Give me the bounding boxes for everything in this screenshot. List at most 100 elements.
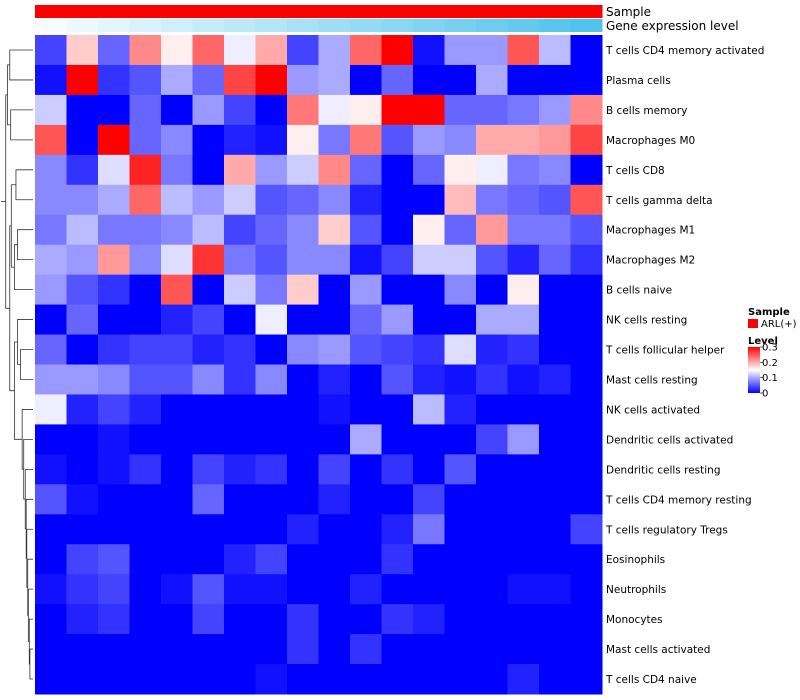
heatmap-cell [413,394,445,425]
annotation-cell [129,5,162,18]
heatmap-cell [350,364,382,395]
heatmap-cell [224,634,256,665]
heatmap-cell [476,514,508,545]
heatmap-cell [350,304,382,336]
heatmap-cell [287,634,319,665]
heatmap-cell [161,154,193,186]
heatmap-cell [224,544,256,575]
heatmap-cell [381,244,414,276]
heatmap-cell [224,394,256,425]
heatmap-cell [444,454,477,485]
heatmap-cell [413,124,445,156]
heatmap-cell [570,334,603,365]
heatmap-cell [192,664,225,695]
heatmap-cell [287,154,319,186]
annotation-label: Sample [606,5,651,19]
heatmap-cell [507,35,540,66]
heatmap-cell [507,334,540,365]
heatmap-cell [66,454,99,485]
row-label: T cells regulatory Tregs [605,524,728,536]
heatmap-cell [381,424,414,455]
heatmap-cell [255,394,288,425]
heatmap-cell [255,364,288,395]
heatmap-cell [66,664,99,695]
heatmap-cell [255,214,288,246]
heatmap-cell [287,454,319,485]
heatmap-cell [224,454,256,485]
heatmap-cell [318,574,351,605]
heatmap-cell [570,94,603,126]
heatmap-cell [66,544,99,575]
heatmap-cell [507,544,540,575]
heatmap-cell [570,124,603,156]
heatmap-cell [476,664,508,695]
heatmap-cell [381,574,414,605]
dendrogram-branch [10,184,16,268]
heatmap-cell [318,304,351,336]
heatmap-cell [129,214,162,246]
heatmap-cell [287,35,319,66]
heatmap-cell [539,35,571,66]
heatmap-cell [476,274,508,306]
heatmap-cell [161,364,193,395]
heatmap-cell [35,184,67,216]
heatmap-cell [350,634,382,665]
heatmap-cell [570,35,603,66]
heatmap-cell [476,364,508,395]
heatmap-cell [192,574,225,605]
heatmap-cell [161,514,193,545]
heatmap-cell [381,154,414,186]
heatmap-cell [192,64,225,96]
dendrogram-branch [9,225,15,392]
heatmap-cell [444,124,477,156]
heatmap-cell [287,214,319,246]
heatmap-cell [98,544,130,575]
heatmap-cell [570,394,603,425]
heatmap-cell [287,514,319,545]
heatmap-cell [476,214,508,246]
heatmap-cell [255,334,288,365]
heatmap-cell [570,604,603,635]
heatmap-cell [255,94,288,126]
heatmap-cell [161,334,193,365]
heatmap-cell [381,64,414,96]
heatmap-cell [476,35,508,66]
row-label: T cells CD4 memory activated [605,45,764,57]
heatmap-cell [192,244,225,276]
heatmap-cell [476,484,508,515]
heatmap-cell [35,454,67,485]
heatmap-cell [255,244,288,276]
heatmap-cell [35,544,67,575]
heatmap-cell [444,334,477,365]
heatmap-cell [98,35,130,66]
heatmap-cell [476,544,508,575]
heatmap-cell [350,394,382,425]
heatmap-cell [66,35,99,66]
heatmap-cell [287,364,319,395]
heatmap-cell [476,454,508,485]
heatmap-cell [318,664,351,695]
heatmap-cell [224,154,256,186]
heatmap-cell [192,634,225,665]
heatmap-cell [539,94,571,126]
annotation-cell [570,5,603,18]
heatmap-cell [66,94,99,126]
heatmap-cell [255,484,288,515]
heatmap-cell [507,634,540,665]
heatmap-cell [224,604,256,635]
heatmap-cell [507,604,540,635]
row-label: B cells naive [606,285,672,297]
heatmap-cell [507,154,540,186]
heatmap-cell [224,304,256,336]
row-label: NK cells resting [606,315,687,327]
heatmap-cell [507,184,540,216]
heatmap-cell [224,35,256,66]
heatmap-cell [570,214,603,246]
heatmap-cell [350,184,382,216]
heatmap-cell [539,244,571,276]
heatmap-cell [161,394,193,425]
row-label: T cells gamma delta [605,195,713,207]
heatmap-cell [507,664,540,695]
heatmap-cell [224,124,256,156]
heatmap-cell [35,64,67,96]
